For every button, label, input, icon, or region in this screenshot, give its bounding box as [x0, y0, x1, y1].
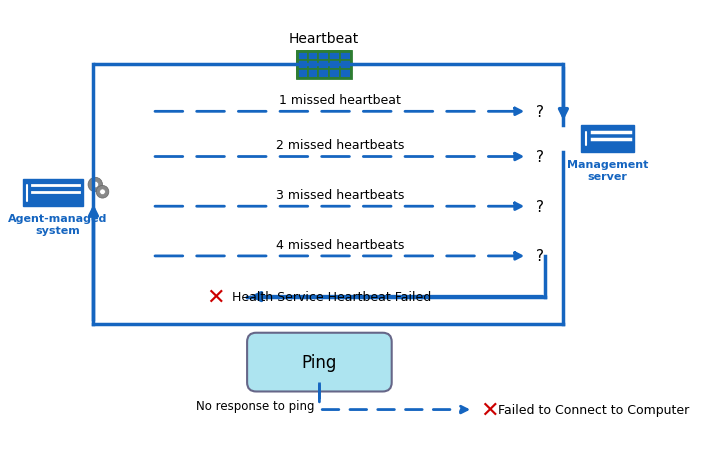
Text: No response to ping: No response to ping [196, 399, 315, 413]
Text: ?: ? [536, 150, 545, 165]
Bar [319, 70, 329, 79]
Bar [340, 52, 351, 61]
Bar [296, 61, 308, 70]
Circle shape [100, 189, 105, 195]
Text: ✕: ✕ [480, 399, 499, 420]
Bar [340, 70, 351, 79]
Text: 3 missed heartbeats: 3 missed heartbeats [276, 189, 404, 202]
Bar [308, 61, 319, 70]
Bar [296, 70, 308, 79]
Bar [296, 52, 351, 79]
Text: Agent-managed
system: Agent-managed system [8, 214, 107, 236]
Text: ?: ? [536, 199, 545, 214]
Bar [340, 61, 351, 70]
Text: Ping: Ping [301, 354, 337, 371]
Text: ?: ? [536, 105, 545, 120]
Bar [329, 52, 340, 61]
FancyBboxPatch shape [247, 333, 392, 392]
Text: Failed to Connect to Computer: Failed to Connect to Computer [498, 403, 690, 416]
Text: Management
server: Management server [567, 160, 648, 182]
Circle shape [92, 182, 99, 188]
Text: Health Service Heartbeat Failed: Health Service Heartbeat Failed [232, 290, 431, 303]
Bar [329, 70, 340, 79]
Text: 1 missed heartbeat: 1 missed heartbeat [279, 94, 401, 107]
Bar [308, 52, 319, 61]
Text: 2 missed heartbeats: 2 missed heartbeats [276, 139, 404, 152]
Circle shape [88, 178, 102, 192]
Text: ✕: ✕ [206, 287, 225, 307]
Circle shape [96, 186, 109, 199]
Bar [308, 70, 319, 79]
Bar [329, 61, 340, 70]
Text: 4 missed heartbeats: 4 missed heartbeats [276, 238, 404, 251]
Bar [319, 52, 329, 61]
Bar [296, 52, 308, 61]
Bar [319, 61, 329, 70]
Text: ?: ? [536, 249, 545, 264]
Bar [23, 180, 82, 207]
Bar [582, 126, 634, 153]
Text: Heartbeat: Heartbeat [289, 32, 359, 46]
